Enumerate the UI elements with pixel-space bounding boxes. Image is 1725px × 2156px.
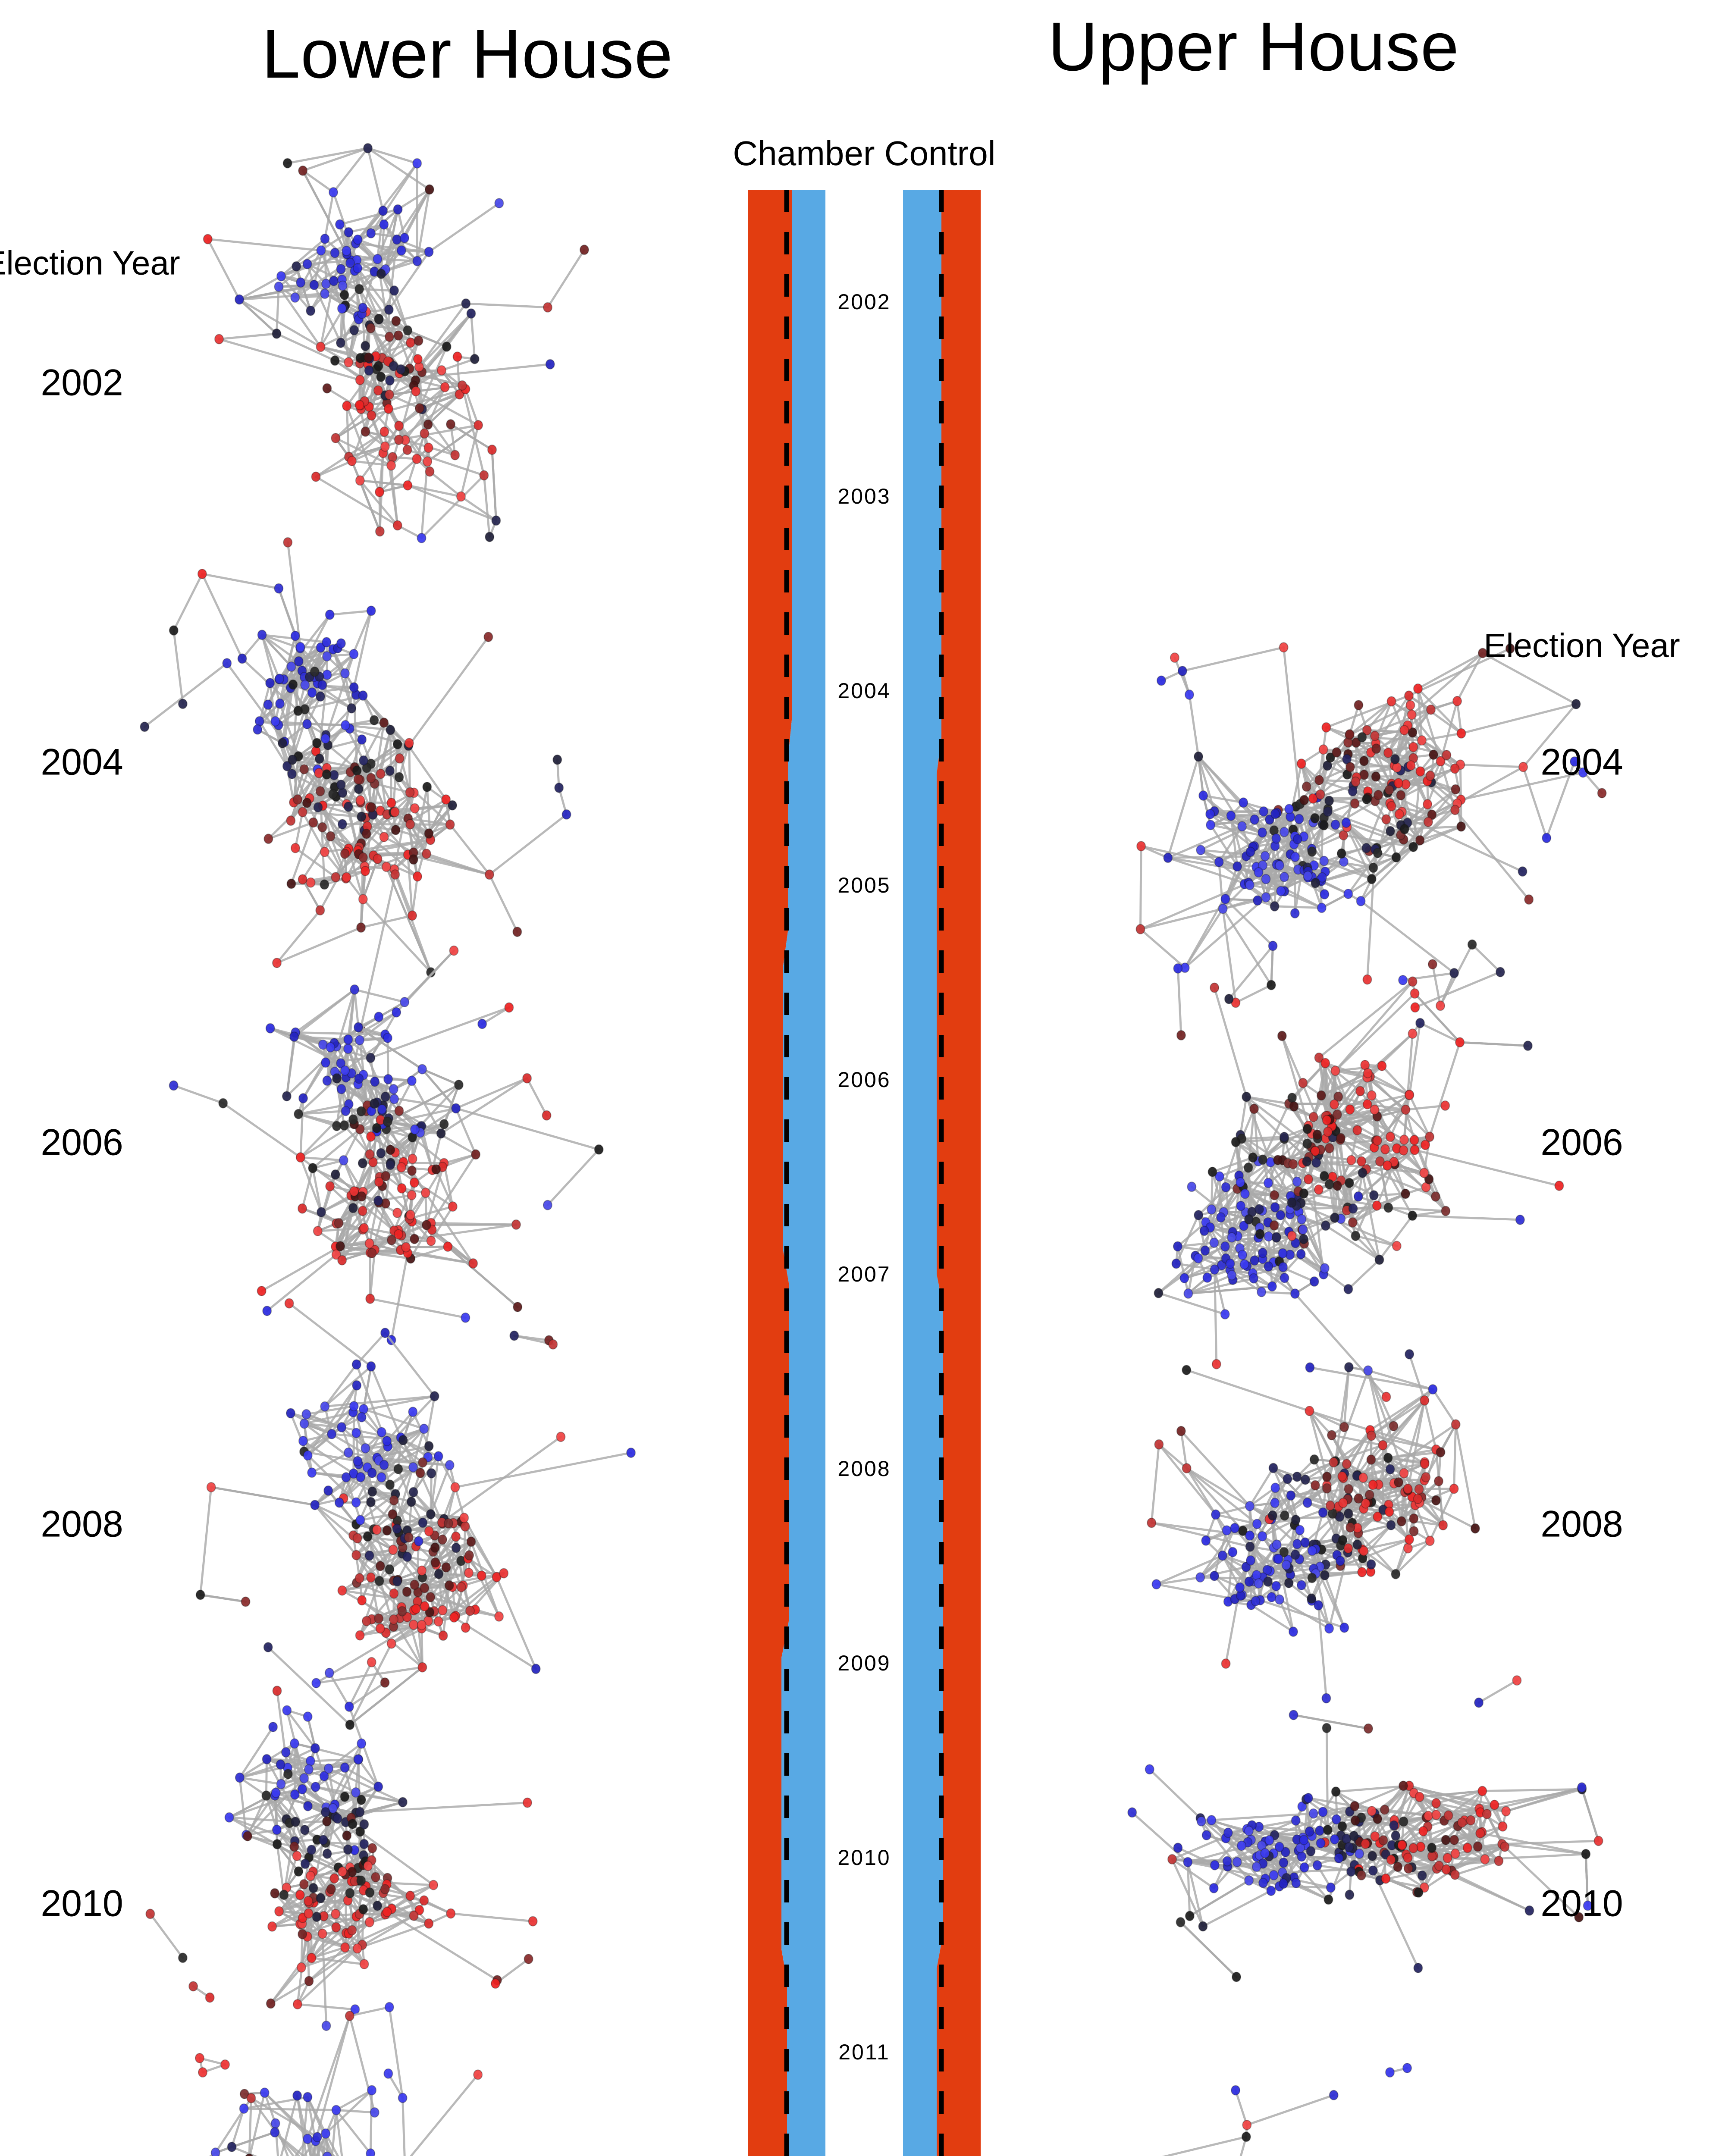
lower-house-title: Lower House xyxy=(262,15,673,92)
upper-house-year-label-2004: 2004 xyxy=(1540,741,1623,783)
network-graph-lower-2008 xyxy=(195,1298,636,1730)
timeline-year-label-2005: 2005 xyxy=(837,873,891,897)
upper-house-year-label-2008: 2008 xyxy=(1540,1503,1623,1545)
timeline-year-label-2007: 2007 xyxy=(837,1262,891,1286)
timeline-year-label-2008: 2008 xyxy=(837,1457,891,1481)
timeline-year-label-2003: 2003 xyxy=(837,484,891,508)
network-graph-upper-2010 xyxy=(1127,1723,1603,1982)
lower-house-year-label-2008: 2008 xyxy=(41,1503,123,1545)
network-graph-lower-2006 xyxy=(169,945,604,1345)
timeline-year-label-2004: 2004 xyxy=(837,679,891,703)
network-graph-lower-2010 xyxy=(145,1657,538,2031)
network-graph-upper-2008 xyxy=(1147,1349,1522,1734)
control-bar-left-orange-band xyxy=(748,190,792,2156)
upper-house-year-label-2006: 2006 xyxy=(1540,1122,1623,1163)
network-graph-upper-2012 xyxy=(1162,2085,1339,2156)
control-bar-right-blue-band xyxy=(903,190,943,2156)
timeline-year-label-2006: 2006 xyxy=(837,1068,891,1092)
network-graph-upper-2004 xyxy=(1135,642,1607,1013)
lower-house-year-label-2006: 2006 xyxy=(41,1122,123,1163)
timeline-year-label-2009: 2009 xyxy=(837,1651,891,1675)
network-graph-lower-2004 xyxy=(140,537,571,1034)
control-bar-right-orange-band xyxy=(937,190,981,2156)
mini-network-lower-2011 xyxy=(195,2053,230,2078)
chamber-control-title: Chamber Control xyxy=(733,134,996,172)
lower-house-year-label-2004: 2004 xyxy=(41,741,123,783)
timeline-year-label-2002: 2002 xyxy=(837,290,891,314)
network-graph-lower-2012 xyxy=(209,2002,483,2156)
network-graph-upper-2006 xyxy=(1154,963,1564,1402)
lower-house-year-label-2010: 2010 xyxy=(41,1883,123,1924)
lower-house-year-label-2002: 2002 xyxy=(41,362,123,404)
timeline-year-label-2010: 2010 xyxy=(837,1846,891,1870)
upper-house-year-label-2010: 2010 xyxy=(1540,1883,1623,1924)
mini-network-upper-2011 xyxy=(1385,2063,1412,2078)
election-year-label-left: Election Year xyxy=(0,244,180,282)
upper-house-title: Upper House xyxy=(1048,8,1459,85)
election-year-label-right: Election Year xyxy=(1484,626,1680,664)
network-graph-lower-2002 xyxy=(203,143,589,543)
control-bar-left-blue-band xyxy=(781,190,825,2156)
timeline-year-label-2011: 2011 xyxy=(838,2040,890,2064)
